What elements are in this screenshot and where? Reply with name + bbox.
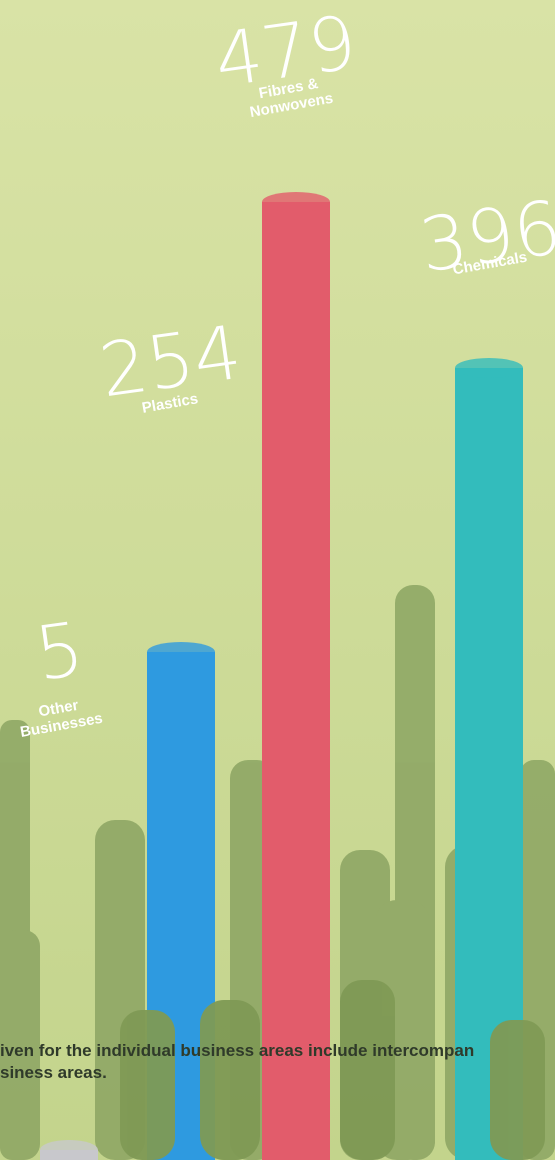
bar-cap <box>262 192 330 212</box>
bar-cap <box>147 642 215 662</box>
footnote-line: siness areas. <box>0 1063 107 1082</box>
bar-cap <box>455 358 523 378</box>
bar-cap <box>40 1140 98 1160</box>
footnote-line: iven for the individual business areas i… <box>0 1041 475 1060</box>
decor-cylinders-front <box>120 980 545 1160</box>
bar <box>262 202 330 1160</box>
value-label: 5 <box>30 606 89 698</box>
footnote: iven for the individual business areas i… <box>0 1040 555 1084</box>
